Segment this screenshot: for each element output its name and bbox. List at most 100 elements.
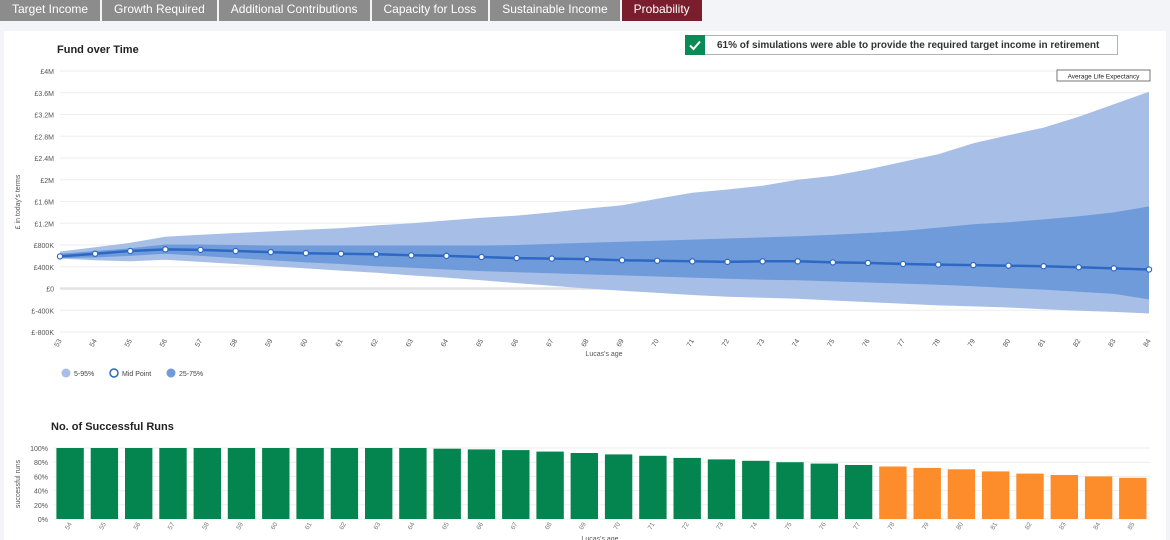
x-tick-label: 60 bbox=[300, 338, 310, 348]
x-tick-label: 74 bbox=[791, 338, 801, 348]
bar-x-tick-label: 67 bbox=[510, 521, 520, 531]
x-tick-label: 69 bbox=[616, 338, 626, 348]
tab-capacity-for-loss[interactable]: Capacity for Loss bbox=[371, 0, 491, 21]
life-expectancy-box bbox=[1056, 69, 1151, 82]
y-tick-label: £800K bbox=[34, 243, 55, 250]
mid-point-line bbox=[59, 248, 1150, 271]
x-tick-label: 73 bbox=[756, 338, 766, 348]
x-tick-label: 57 bbox=[194, 338, 204, 348]
tab-growth-required[interactable]: Growth Required bbox=[102, 0, 219, 21]
tab-probability[interactable]: Probability bbox=[621, 0, 704, 21]
mid-point-marker bbox=[724, 258, 731, 266]
x-tick-label: 75 bbox=[827, 338, 837, 348]
mid-point-marker bbox=[513, 254, 520, 262]
mid-point-marker bbox=[618, 257, 626, 264]
mid-point-marker bbox=[302, 249, 310, 257]
y-tick-label: £0 bbox=[46, 287, 54, 294]
bar-x-tick-label: 81 bbox=[990, 521, 1000, 531]
mid-point-marker bbox=[970, 261, 977, 269]
success-bar bbox=[742, 460, 770, 519]
bar-x-tick-label: 70 bbox=[613, 521, 623, 531]
mid-point-marker bbox=[653, 257, 661, 264]
x-tick-label: 53 bbox=[54, 338, 64, 348]
y-tick-label: £2.4M bbox=[35, 156, 55, 163]
x-tick-label: 72 bbox=[721, 338, 731, 348]
bar-y-tick-label: 20% bbox=[34, 503, 48, 510]
mid-point-marker bbox=[548, 255, 556, 262]
bar-x-tick-label: 59 bbox=[235, 521, 245, 531]
bar-x-tick-label: 73 bbox=[715, 521, 725, 531]
success-bar bbox=[433, 448, 461, 519]
x-tick-label: 68 bbox=[581, 338, 591, 348]
success-bar bbox=[536, 451, 564, 519]
success-bar bbox=[810, 463, 838, 519]
bar-y-tick-label: 40% bbox=[34, 489, 48, 496]
mid-point-marker bbox=[899, 260, 907, 268]
success-bar bbox=[1016, 473, 1044, 519]
bar-x-tick-label: 82 bbox=[1024, 521, 1034, 531]
x-tick-label: 71 bbox=[686, 338, 696, 348]
success-bar bbox=[844, 465, 873, 519]
success-banner: 61% of simulations were able to provide … bbox=[685, 34, 1118, 55]
success-bar bbox=[947, 469, 976, 519]
x-tick-label: 62 bbox=[370, 338, 380, 348]
x-tick-label: 55 bbox=[124, 338, 134, 348]
x-tick-label: 76 bbox=[862, 338, 872, 348]
bar-x-tick-label: 62 bbox=[338, 521, 348, 531]
success-bar bbox=[330, 448, 359, 519]
success-bar bbox=[570, 453, 598, 519]
runs-chart-title: No. of Successful Runs bbox=[51, 421, 174, 433]
mid-point-marker bbox=[162, 246, 169, 253]
x-tick-label: 67 bbox=[546, 338, 556, 348]
success-bar bbox=[227, 448, 256, 519]
success-bar bbox=[707, 459, 736, 519]
success-bar bbox=[776, 462, 804, 519]
legend-label-mid-point: Mid Point bbox=[122, 371, 151, 378]
mid-point-marker bbox=[864, 259, 872, 267]
mid-point-marker bbox=[794, 258, 801, 265]
y-tick-label: £4M bbox=[40, 69, 54, 76]
success-bar bbox=[1119, 477, 1147, 519]
band-25-75 bbox=[60, 206, 1149, 300]
legend-label-25-75: 25-75% bbox=[179, 371, 203, 378]
bar-x-tick-label: 84 bbox=[1092, 521, 1102, 531]
y-tick-label: £2.8M bbox=[35, 134, 55, 141]
x-tick-label: 56 bbox=[159, 338, 169, 348]
mid-point-marker bbox=[408, 252, 415, 259]
mid-point-marker bbox=[583, 255, 591, 263]
x-tick-label: 84 bbox=[1143, 338, 1153, 348]
tab-sustainable-income[interactable]: Sustainable Income bbox=[490, 0, 622, 21]
fund-chart-title: Fund over Time bbox=[57, 44, 139, 56]
bar-x-tick-label: 71 bbox=[647, 521, 657, 531]
mid-point-marker bbox=[689, 258, 696, 265]
tab-bar: Target Income Growth Required Additional C… bbox=[0, 0, 704, 21]
y-tick-label: £3.6M bbox=[35, 91, 55, 98]
x-tick-label: 78 bbox=[932, 338, 942, 348]
y-tick-label: £2M bbox=[40, 178, 54, 185]
mid-point-marker bbox=[197, 246, 204, 254]
mid-point-marker bbox=[1075, 264, 1082, 271]
y-axis-label: £ in today's terms bbox=[15, 174, 22, 229]
x-tick-label: 81 bbox=[1037, 338, 1047, 348]
bar-x-tick-label: 76 bbox=[818, 521, 828, 531]
bar-x-tick-label: 60 bbox=[270, 521, 280, 531]
banner-text: 61% of simulations were able to provide … bbox=[717, 39, 1100, 51]
x-tick-label: 77 bbox=[897, 338, 907, 348]
success-bar bbox=[639, 455, 667, 519]
success-bar bbox=[1050, 475, 1078, 519]
bar-y-tick-label: 0% bbox=[38, 517, 48, 524]
tab-target-income[interactable]: Target Income bbox=[0, 0, 103, 21]
bar-x-tick-label: 78 bbox=[887, 521, 897, 531]
mid-point-marker bbox=[1110, 265, 1118, 272]
bar-x-tick-label: 57 bbox=[167, 521, 177, 531]
bar-x-tick-label: 55 bbox=[98, 521, 108, 531]
success-bar bbox=[982, 471, 1010, 519]
bar-x-tick-label: 72 bbox=[681, 521, 691, 531]
mid-point-marker bbox=[232, 247, 239, 255]
bar-x-tick-label: 64 bbox=[407, 521, 417, 531]
x-tick-label: 80 bbox=[1002, 338, 1012, 348]
success-bar bbox=[159, 448, 187, 519]
success-bar bbox=[604, 454, 633, 519]
tab-additional-contributions[interactable]: Additional Contributions bbox=[218, 0, 372, 21]
